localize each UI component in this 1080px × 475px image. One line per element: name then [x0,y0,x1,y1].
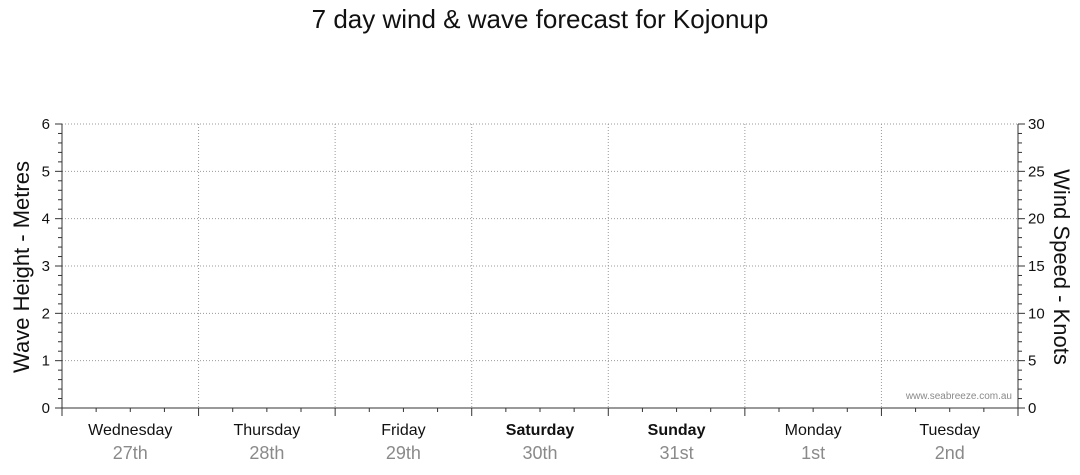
day-date-label: 30th [522,443,557,463]
left-tick-label: 4 [42,211,50,228]
right-tick-label: 30 [1028,116,1045,133]
day-name-label: Wednesday [88,422,172,439]
left-axis-label: Wave Height - Metres [9,161,34,373]
day-date-label: 31st [660,443,694,463]
watermark-text: www.seabreeze.com.au [905,391,1012,402]
grid [62,123,1018,408]
left-tick-label: 6 [42,116,50,133]
day-name-label: Tuesday [919,422,980,439]
axes [55,123,1025,416]
right-tick-label: 20 [1028,211,1045,228]
day-name-label: Monday [785,422,842,439]
day-date-label: 28th [249,443,284,463]
right-tick-label: 10 [1028,305,1045,322]
left-tick-label: 3 [42,258,50,275]
left-tick-label: 0 [42,400,50,417]
right-tick-label: 15 [1028,258,1045,275]
day-name-label: Sunday [648,422,706,439]
day-name-label: Friday [381,422,425,439]
day-date-label: 27th [113,443,148,463]
right-tick-label: 5 [1028,353,1036,370]
day-name-label: Thursday [234,422,301,439]
left-tick-label: 1 [42,353,50,370]
day-date-label: 1st [801,443,825,463]
day-name-label: Saturday [506,422,575,439]
day-date-label: 2nd [935,443,965,463]
day-labels: Wednesday 27th Thursday 28th Friday 29th Satur… [88,422,980,463]
right-tick-label: 0 [1028,400,1036,417]
left-tick-label: 5 [42,163,50,180]
day-date-label: 29th [386,443,421,463]
right-tick-label: 25 [1028,163,1045,180]
right-axis-label: Wind Speed - Knots [1049,169,1074,365]
axis-tick-labels: 0 1 2 3 4 5 6 0 5 10 15 20 25 30 [42,116,1045,417]
chart-title: 7 day wind & wave forecast for Kojonup [311,4,769,34]
left-tick-label: 2 [42,305,50,322]
